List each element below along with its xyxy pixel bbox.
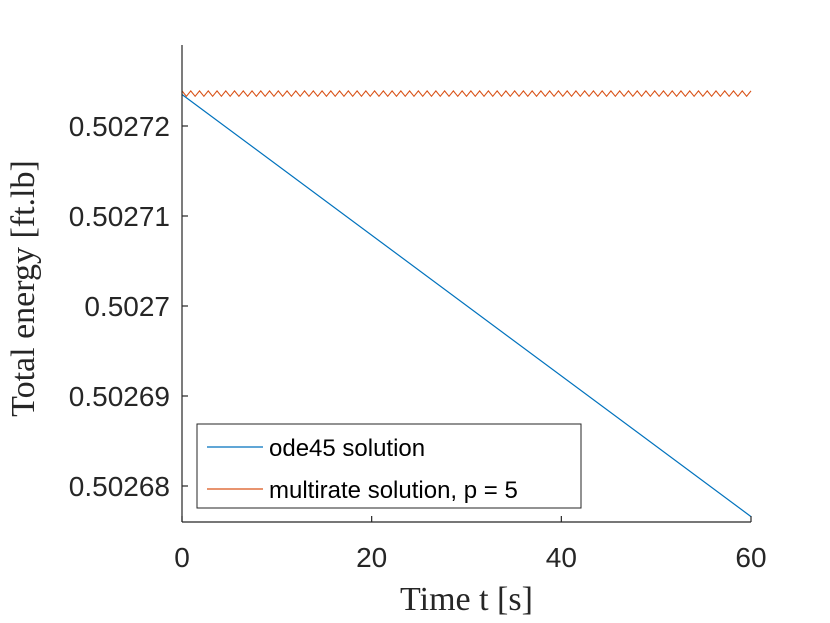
- y-tick-label: 0.50268: [69, 471, 170, 502]
- legend: ode45 solution multirate solution, p = 5: [196, 423, 582, 509]
- x-tick-label: 40: [546, 542, 577, 573]
- y-tick-label: 0.5027: [84, 291, 170, 322]
- y-tick-label: 0.50269: [69, 381, 170, 412]
- legend-box: [196, 423, 582, 509]
- series-line-ode45: [181, 94, 752, 518]
- legend-label-ode45: ode45 solution: [269, 435, 425, 462]
- axes-layer: [181, 45, 751, 523]
- y-ticks: 0.50268 0.50269 0.5027 0.50271 0.50272: [69, 111, 188, 502]
- series-line-multirate: [181, 90, 752, 98]
- series-layer: [181, 90, 752, 518]
- x-axis-label: Time t [s]: [400, 581, 533, 618]
- x-tick-label: 60: [735, 542, 766, 573]
- x-ticks: 0 20 40 60: [174, 516, 767, 573]
- x-tick-label: 20: [356, 542, 387, 573]
- legend-label-multirate: multirate solution, p = 5: [269, 477, 518, 504]
- y-tick-label: 0.50272: [69, 111, 170, 142]
- y-tick-label: 0.50271: [69, 201, 170, 232]
- y-axis-label: Total energy [ft.lb]: [5, 160, 42, 417]
- x-tick-label: 0: [174, 542, 190, 573]
